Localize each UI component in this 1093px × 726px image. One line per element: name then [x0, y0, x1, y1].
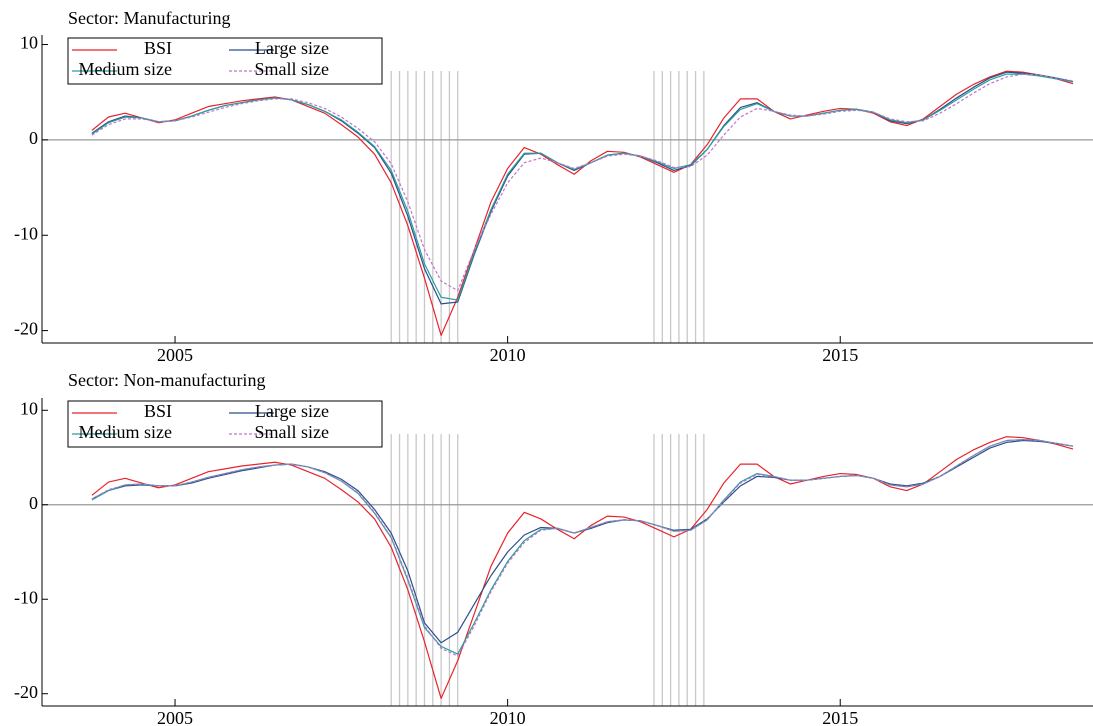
panel: Sector: Manufacturing -20 -10 0 10 2005 2010 20…	[14, 8, 1093, 365]
legend-label: Large size	[255, 401, 329, 421]
y-tick-label: 10	[20, 33, 38, 53]
series-line	[91, 436, 1074, 700]
legend: BSI Large size Medium size Small size	[67, 400, 383, 448]
panel-title: Sector: Manufacturing	[68, 8, 230, 28]
legend-label: Small size	[255, 422, 330, 442]
series-line	[91, 73, 1074, 292]
x-tick-label: 2015	[822, 345, 858, 365]
panel-title: Sector: Non-manufacturing	[68, 370, 265, 390]
y-tick-label: -10	[14, 223, 38, 243]
y-tick-label: 0	[29, 128, 38, 148]
x-tick-label: 2010	[490, 708, 526, 726]
series-line	[91, 73, 1074, 301]
legend-label: Small size	[255, 59, 330, 79]
x-tick-label: 2005	[157, 345, 193, 365]
legend-box	[67, 37, 383, 85]
y-tick-label: 0	[29, 493, 38, 513]
x-tick-label: 2010	[490, 345, 526, 365]
legend-label: Medium size	[79, 422, 172, 442]
series-line	[91, 438, 1074, 657]
legend-label: Large size	[255, 38, 329, 58]
y-tick-label: -20	[14, 682, 38, 702]
series-line	[91, 70, 1074, 336]
legend-box	[67, 400, 383, 448]
y-tick-label: -20	[14, 319, 38, 339]
legend-label: BSI	[144, 38, 172, 58]
y-tick-label: -10	[14, 587, 38, 607]
x-tick-label: 2005	[157, 708, 193, 726]
y-tick-label: 10	[20, 398, 38, 418]
legend-label: BSI	[144, 401, 172, 421]
panel: Sector: Non-manufacturing -20 -10 0 10 2005 20…	[14, 370, 1093, 726]
legend-label: Medium size	[79, 59, 172, 79]
x-tick-label: 2015	[822, 708, 858, 726]
series-line	[91, 71, 1074, 305]
legend: BSI Large size Medium size Small size	[67, 37, 383, 85]
